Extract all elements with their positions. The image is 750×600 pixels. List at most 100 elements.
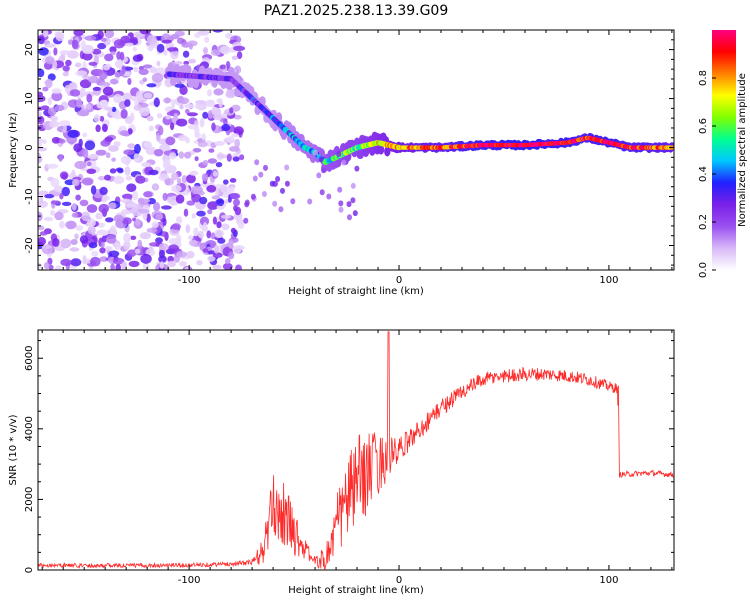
noise-blob: [50, 177, 60, 188]
noise-blob: [155, 237, 163, 244]
noise-blob: [61, 186, 70, 197]
noise-blob: [97, 176, 106, 181]
noise-blob: [113, 39, 125, 49]
noise-blob: [171, 223, 181, 231]
noise-blob: [193, 227, 199, 237]
x-tick-label: -100: [178, 575, 201, 586]
noise-blob: [108, 250, 120, 258]
noise-blob: [219, 45, 231, 55]
noise-blob: [138, 209, 150, 214]
noise-blob: [47, 107, 57, 116]
noise-blob: [146, 227, 157, 233]
noise-blob: [205, 101, 216, 107]
noise-blob: [123, 233, 131, 243]
noise-blob: [350, 197, 356, 204]
noise-blob: [231, 133, 239, 138]
noise-blob: [202, 160, 209, 166]
noise-blob: [199, 216, 210, 226]
noise-blob: [122, 217, 132, 225]
noise-blob: [191, 193, 202, 203]
noise-blob: [233, 205, 238, 212]
noise-blob: [188, 239, 198, 247]
noise-blob: [59, 171, 69, 180]
noise-blob: [191, 185, 203, 195]
noise-blob: [39, 231, 48, 236]
noise-blob: [313, 149, 318, 156]
noise-blob: [96, 229, 109, 236]
noise-blob: [135, 218, 141, 226]
noise-blob: [45, 56, 55, 65]
colorbar-tick-label: 0.0: [698, 262, 709, 278]
noise-blob: [229, 192, 241, 200]
noise-blob: [75, 225, 84, 232]
ridge-outer: [227, 66, 235, 77]
noise-blob: [132, 190, 139, 201]
noise-blob: [105, 152, 111, 159]
noise-blob: [124, 166, 131, 176]
noise-blob: [113, 176, 125, 184]
noise-blob: [111, 157, 116, 162]
noise-blob: [59, 192, 64, 200]
noise-blob: [171, 184, 182, 193]
noise-blob: [105, 217, 114, 223]
noise-blob: [211, 195, 220, 200]
x-tick-label: 0: [396, 575, 402, 586]
noise-blob: [233, 114, 242, 120]
noise-blob: [59, 50, 71, 56]
colorbar-gradient: [712, 30, 736, 270]
noise-blob: [234, 138, 240, 149]
noise-blob: [233, 45, 246, 52]
noise-blob: [212, 216, 217, 225]
noise-blob: [163, 158, 171, 167]
noise-blob: [176, 118, 188, 127]
noise-blob: [61, 201, 72, 206]
noise-blob: [38, 47, 49, 56]
noise-blob: [148, 125, 154, 132]
noise-blob: [38, 111, 42, 118]
noise-blob: [48, 120, 60, 128]
noise-blob: [199, 118, 205, 128]
y-tick-label: 4000: [24, 416, 35, 441]
ridge-outer: [185, 65, 192, 75]
noise-blob: [145, 146, 157, 155]
noise-blob: [75, 194, 81, 201]
noise-blob: [197, 230, 205, 239]
noise-blob: [161, 39, 172, 44]
noise-blob: [143, 191, 153, 198]
noise-blob: [110, 263, 115, 270]
noise-blob: [44, 194, 55, 199]
noise-blob: [213, 245, 219, 254]
noise-blob: [73, 143, 83, 153]
noise-blob: [194, 103, 203, 110]
noise-blob: [215, 230, 223, 238]
noise-blob: [38, 262, 42, 269]
noise-blob: [216, 204, 225, 210]
noise-blob: [133, 104, 142, 111]
noise-blob: [338, 200, 344, 207]
noise-blob: [254, 159, 260, 166]
noise-blob: [60, 238, 72, 249]
noise-blob: [45, 43, 56, 48]
noise-blob: [244, 201, 250, 208]
noise-blob: [187, 235, 194, 240]
colorbar-label: Normalized spectral amplitude: [737, 73, 748, 227]
noise-blob: [46, 163, 59, 169]
noise-blob: [284, 164, 290, 171]
noise-blob: [97, 30, 104, 40]
noise-blob: [178, 134, 188, 141]
noise-blob: [115, 59, 124, 69]
noise-blob: [123, 240, 131, 251]
noise-blob: [350, 182, 356, 189]
noise-blob: [95, 149, 107, 156]
noise-blob: [43, 216, 54, 222]
noise-blob: [284, 180, 290, 187]
noise-blob: [52, 238, 60, 247]
noise-blob: [93, 114, 101, 123]
noise-blob: [67, 129, 79, 138]
noise-blob: [204, 36, 210, 43]
noise-blob: [75, 70, 88, 77]
noise-blob: [75, 62, 82, 68]
noise-blob: [269, 180, 275, 187]
